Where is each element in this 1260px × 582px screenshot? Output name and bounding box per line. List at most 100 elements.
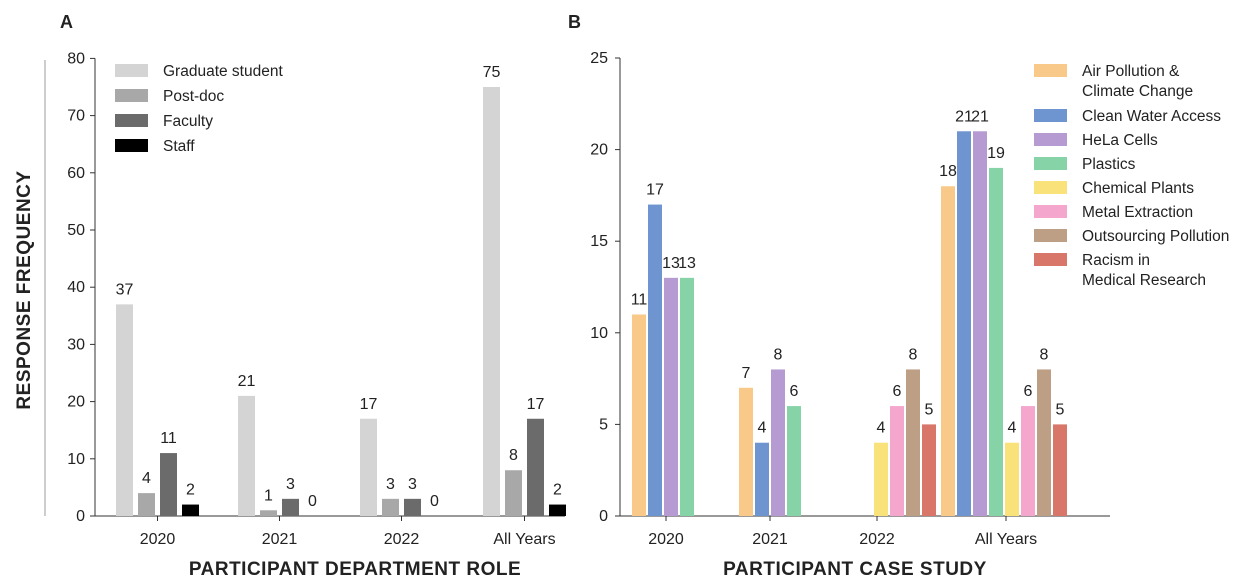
panel-b-legend-label: Climate Change [1082,83,1193,100]
panel-b-bar [648,204,662,516]
panel-a-y-tick-label: 20 [67,394,85,411]
panel-a-bar [116,304,133,516]
panel-b-legend-swatch [1034,229,1067,242]
panel-b-bar [771,369,785,516]
panel-a-data-label: 21 [238,373,256,390]
panel-b-legend-label: Medical Research [1082,272,1206,289]
panel-b-data-label: 5 [925,401,934,418]
panel-b-data-label: 17 [646,182,664,199]
panel-b-bar [755,442,769,516]
panel-a-legend-swatch [115,114,148,127]
panel-a-data-label: 0 [308,493,317,510]
panel-b-y-tick-label: 20 [590,142,608,159]
panel-b-legend-label: Racism in [1082,252,1150,269]
panel-b-bar [941,186,955,517]
panel-a-data-label: 17 [360,396,378,413]
panel-a-bar [160,453,177,516]
panel-a-data-label: 37 [116,281,134,298]
panel-a-legend-swatch [115,139,148,152]
panel-b-legend-swatch [1034,133,1067,146]
panel-a-y-tick-label: 50 [67,222,85,239]
panel-a-x-tick-label: All Years [493,531,555,548]
panel-b-legend-swatch [1034,157,1067,170]
panel-a-bar [360,418,377,516]
panel-b-y-tick-label: 0 [599,508,608,525]
panel-b-legend-swatch [1034,181,1067,194]
panel-b-data-label: 4 [758,420,767,437]
panel-b-legend-label: HeLa Cells [1082,132,1158,149]
panel-b-data-label: 6 [790,383,799,400]
panel-a-bar [260,510,277,516]
panel-b-data-label: 7 [742,365,751,382]
panel-b-data-label: 8 [774,346,783,363]
panel-b-data-label: 6 [1024,383,1033,400]
panel-b-data-label: 4 [877,420,886,437]
panel-b-bar [973,131,987,516]
panel-b-legend-label: Air Pollution & [1082,63,1180,80]
panel-b-legend-swatch [1034,64,1067,77]
y-axis-title: RESPONSE FREQUENCY [14,170,35,409]
panel-b-legend-swatch [1034,253,1067,266]
panel-b-y-tick-label: 10 [590,325,608,342]
panel-a-bar [483,87,500,516]
panel-b-data-label: 8 [1040,346,1049,363]
panel-b-bar [1005,442,1019,516]
panel-a-bar [404,498,421,516]
panel-b-bar [874,442,888,516]
panel-b-bar [922,424,936,516]
panel-a-label: A [60,12,73,32]
panel-b-data-label: 6 [893,383,902,400]
panel-b-bar [1037,369,1051,516]
panel-a-data-label: 8 [509,447,518,464]
panel-b-legend-label: Outsourcing Pollution [1082,228,1229,245]
panel-b-bar [1053,424,1067,516]
panel-a-legend-swatch [115,89,148,102]
panel-b-y-tick-label: 5 [599,416,608,433]
panel-a-legend-label: Faculty [163,113,213,130]
panel-a-data-label: 4 [142,470,151,487]
panel-a-y-tick-label: 0 [76,508,85,525]
panel-a-legend-label: Graduate student [163,63,283,80]
panel-b-bar [989,167,1003,517]
panel-b-data-label: 8 [909,346,918,363]
panel-b-data-label: 21 [971,108,989,125]
panel-a-bar [505,470,522,516]
panel-a-data-label: 75 [483,64,501,81]
panel-a-data-label: 11 [160,430,177,447]
panel-b-y-tick-label: 25 [590,50,608,67]
panel-b-data-label: 11 [631,291,648,308]
panel-a-x-tick-label: 2021 [262,531,298,548]
panel-a-bar [382,498,399,516]
panel-b-bar [906,369,920,516]
panel-a-legend-label: Post-doc [163,88,224,105]
panel-a-x-tick-label: 2022 [384,531,420,548]
panel-b-data-label: 5 [1056,401,1065,418]
panel-a-data-label: 3 [286,476,295,493]
panel-a-data-label: 3 [408,476,417,493]
panel-b-bar [664,277,678,516]
panel-b-legend-label: Metal Extraction [1082,204,1193,221]
panel-a-y-tick-label: 30 [67,336,85,353]
panel-b-legend-label: Chemical Plants [1082,180,1194,197]
panel-a-data-label: 1 [264,487,273,504]
panel-b-legend-swatch [1034,109,1067,122]
panel-b-bar [787,406,801,516]
panel-b-bar [890,406,904,516]
panel-a-data-label: 2 [553,482,562,499]
panel-a-data-label: 2 [186,482,195,499]
panel-b-bar [1021,406,1035,516]
panel-b-x-axis-title: PARTICIPANT CASE STUDY [723,559,987,580]
panel-a-y-tick-label: 70 [67,108,85,125]
panel-b-x-tick-label: 2021 [752,531,788,548]
panel-a-y-tick-label: 80 [67,50,85,67]
panel-b-data-label: 19 [987,145,1005,162]
panel-b-data-label: 13 [678,255,696,272]
panel-b-bar [680,277,694,516]
panel-a-bar [138,493,155,516]
panel-b-bar [632,314,646,516]
panel-a-data-label: 17 [527,396,545,413]
panel-a-y-tick-label: 40 [67,279,85,296]
